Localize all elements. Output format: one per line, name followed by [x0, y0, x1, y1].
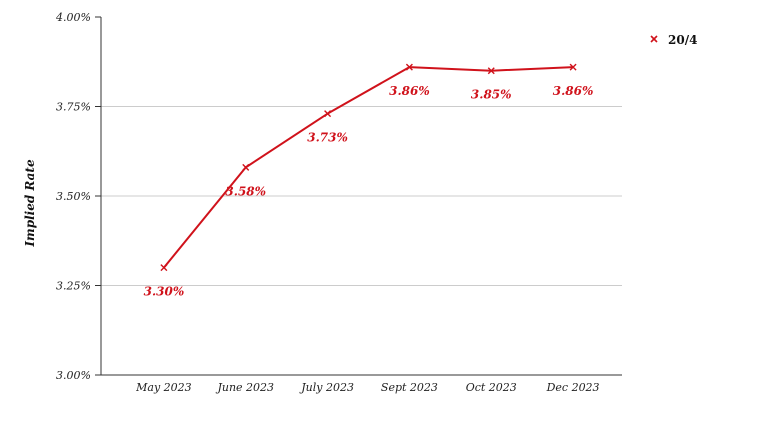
- x-tick-label: July 2023: [299, 381, 354, 394]
- data-point-marker[interactable]: [160, 264, 168, 272]
- data-label: 3.73%: [307, 131, 348, 145]
- y-tick-label: 4.00%: [55, 11, 91, 24]
- data-point-marker[interactable]: [569, 63, 577, 71]
- x-tick-label: June 2023: [215, 381, 274, 394]
- data-point-marker[interactable]: [242, 163, 250, 171]
- legend[interactable]: 20/4: [650, 33, 697, 47]
- data-label: 3.86%: [389, 84, 430, 98]
- x-tick-label: Dec 2023: [546, 381, 600, 394]
- data-point-marker[interactable]: [324, 110, 332, 118]
- data-labels: 3.30% 3.58% 3.73% 3.86% 3.85% 3.86%: [144, 84, 594, 298]
- data-label: 3.86%: [553, 84, 594, 98]
- y-tick-label: 3.50%: [56, 190, 91, 203]
- data-label: 3.58%: [225, 184, 266, 198]
- series-line: [163, 66, 574, 269]
- data-label: 3.85%: [471, 88, 512, 102]
- y-tick-label: 3.75%: [56, 101, 91, 114]
- legend-entry: 20/4: [668, 33, 697, 47]
- data-label: 3.30%: [144, 285, 185, 299]
- x-tick-label: Oct 2023: [466, 381, 517, 394]
- x-tick-label: May 2023: [135, 381, 192, 394]
- series-group: [160, 63, 577, 272]
- x-tick-labels: May 2023 June 2023 July 2023 Sept 2023 Oct 2…: [135, 381, 599, 394]
- gridlines: [101, 106, 622, 286]
- data-point-marker[interactable]: [405, 63, 413, 71]
- data-point-marker[interactable]: [487, 67, 495, 75]
- x-tick-label: Sept 2023: [381, 381, 438, 394]
- y-tick-label: 3.00%: [56, 369, 91, 382]
- y-tick-label: 3.25%: [56, 280, 91, 293]
- y-axis-label: Implied Rate: [23, 159, 37, 248]
- legend-marker-x-icon: [650, 35, 658, 43]
- y-tick-labels: 3.00% 3.25% 3.50% 3.75% 4.00%: [55, 11, 101, 382]
